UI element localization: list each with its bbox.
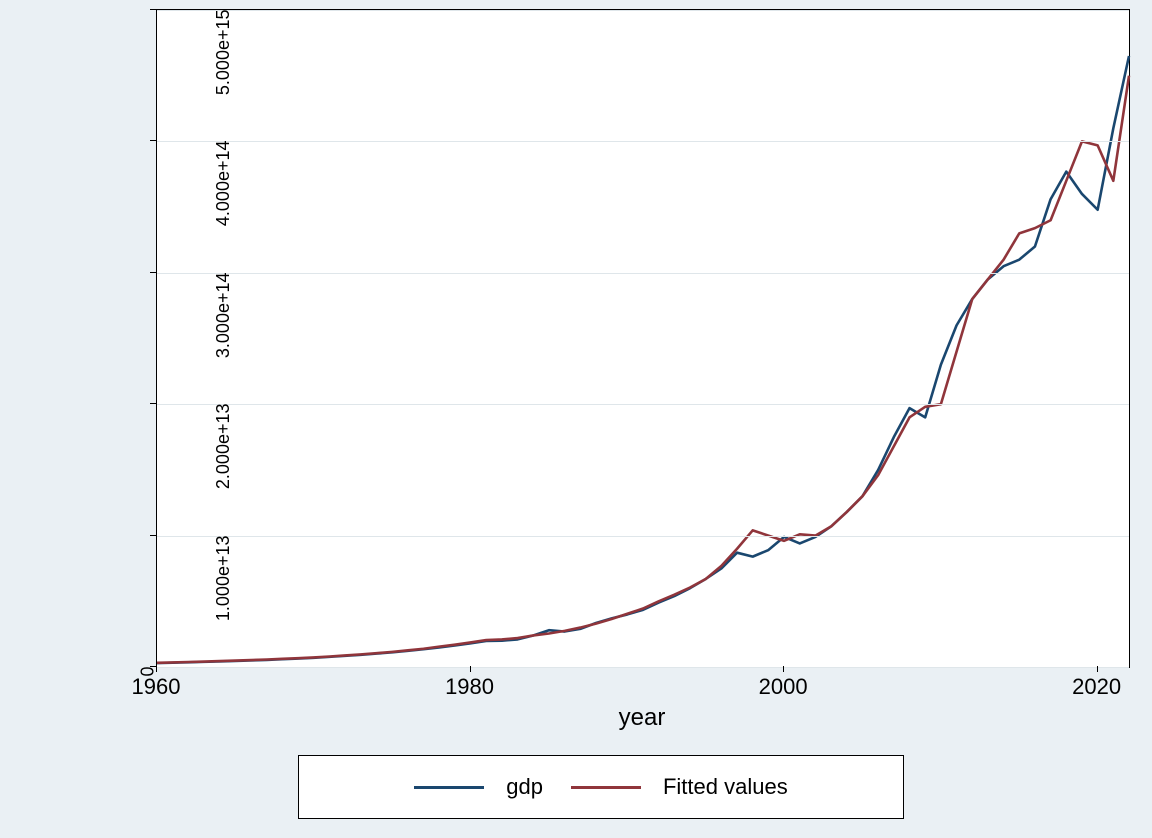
series-lines (157, 10, 1129, 667)
grid-line (157, 536, 1129, 537)
legend-swatch-gdp (414, 786, 484, 789)
x-tick-mark (156, 666, 157, 672)
x-tick-label: 1980 (445, 674, 494, 700)
x-tick-mark (783, 666, 784, 672)
x-tick-mark (470, 666, 471, 672)
y-tick-mark (150, 535, 156, 536)
grid-line (157, 667, 1129, 668)
x-tick-label: 1960 (132, 674, 181, 700)
chart-container: 01.000e+132.000e+133.000e+144.000e+145.0… (0, 0, 1152, 838)
series-line-fitted (157, 76, 1129, 663)
y-tick-label: 2.000e+13 (213, 404, 234, 490)
x-tick-label: 2020 (1072, 674, 1121, 700)
y-tick-label: 1.000e+13 (213, 535, 234, 621)
legend: gdp Fitted values (298, 755, 904, 819)
legend-entry-fitted: Fitted values (571, 774, 788, 800)
grid-line (157, 404, 1129, 405)
y-tick-label: 5.000e+15 (213, 10, 234, 96)
y-tick-mark (150, 272, 156, 273)
legend-swatch-fitted (571, 786, 641, 789)
y-tick-mark (150, 140, 156, 141)
x-tick-label: 2000 (759, 674, 808, 700)
y-tick-label: 4.000e+14 (213, 141, 234, 227)
x-tick-mark (1097, 666, 1098, 672)
y-tick-mark (150, 9, 156, 10)
grid-line (157, 273, 1129, 274)
series-line-gdp (157, 56, 1129, 663)
x-axis-title: year (542, 704, 742, 732)
legend-label-gdp: gdp (506, 774, 543, 800)
y-tick-label: 3.000e+14 (213, 272, 234, 358)
grid-line (157, 10, 1129, 11)
grid-line (157, 141, 1129, 142)
plot-area (156, 9, 1130, 668)
y-tick-mark (150, 403, 156, 404)
legend-entry-gdp: gdp (414, 774, 543, 800)
legend-label-fitted: Fitted values (663, 774, 788, 800)
